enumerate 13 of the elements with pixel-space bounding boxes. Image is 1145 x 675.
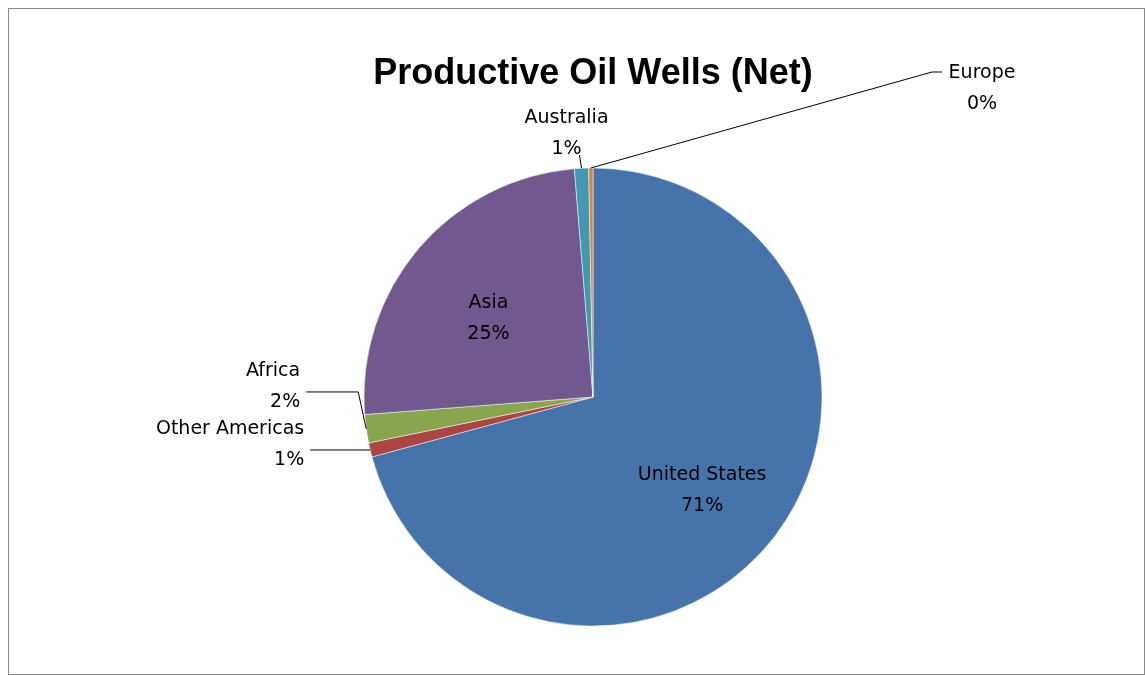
slice-label: Europe <box>948 60 1016 82</box>
data-label: 0% <box>966 91 998 113</box>
slice-label: Other Americas <box>155 415 305 438</box>
data-label: 71% <box>681 493 724 516</box>
data-label: 2% <box>270 388 301 411</box>
slice-label: Africa <box>246 357 301 380</box>
slice-label: United States <box>637 462 767 485</box>
slice-label: Asia <box>468 289 509 312</box>
data-label: 1% <box>551 136 582 158</box>
slice-label: Australia <box>524 105 609 127</box>
data-label: 25% <box>467 320 510 343</box>
chart-title: Productive Oil Wells (Net) <box>373 51 813 92</box>
data-label: 1% <box>274 446 305 469</box>
